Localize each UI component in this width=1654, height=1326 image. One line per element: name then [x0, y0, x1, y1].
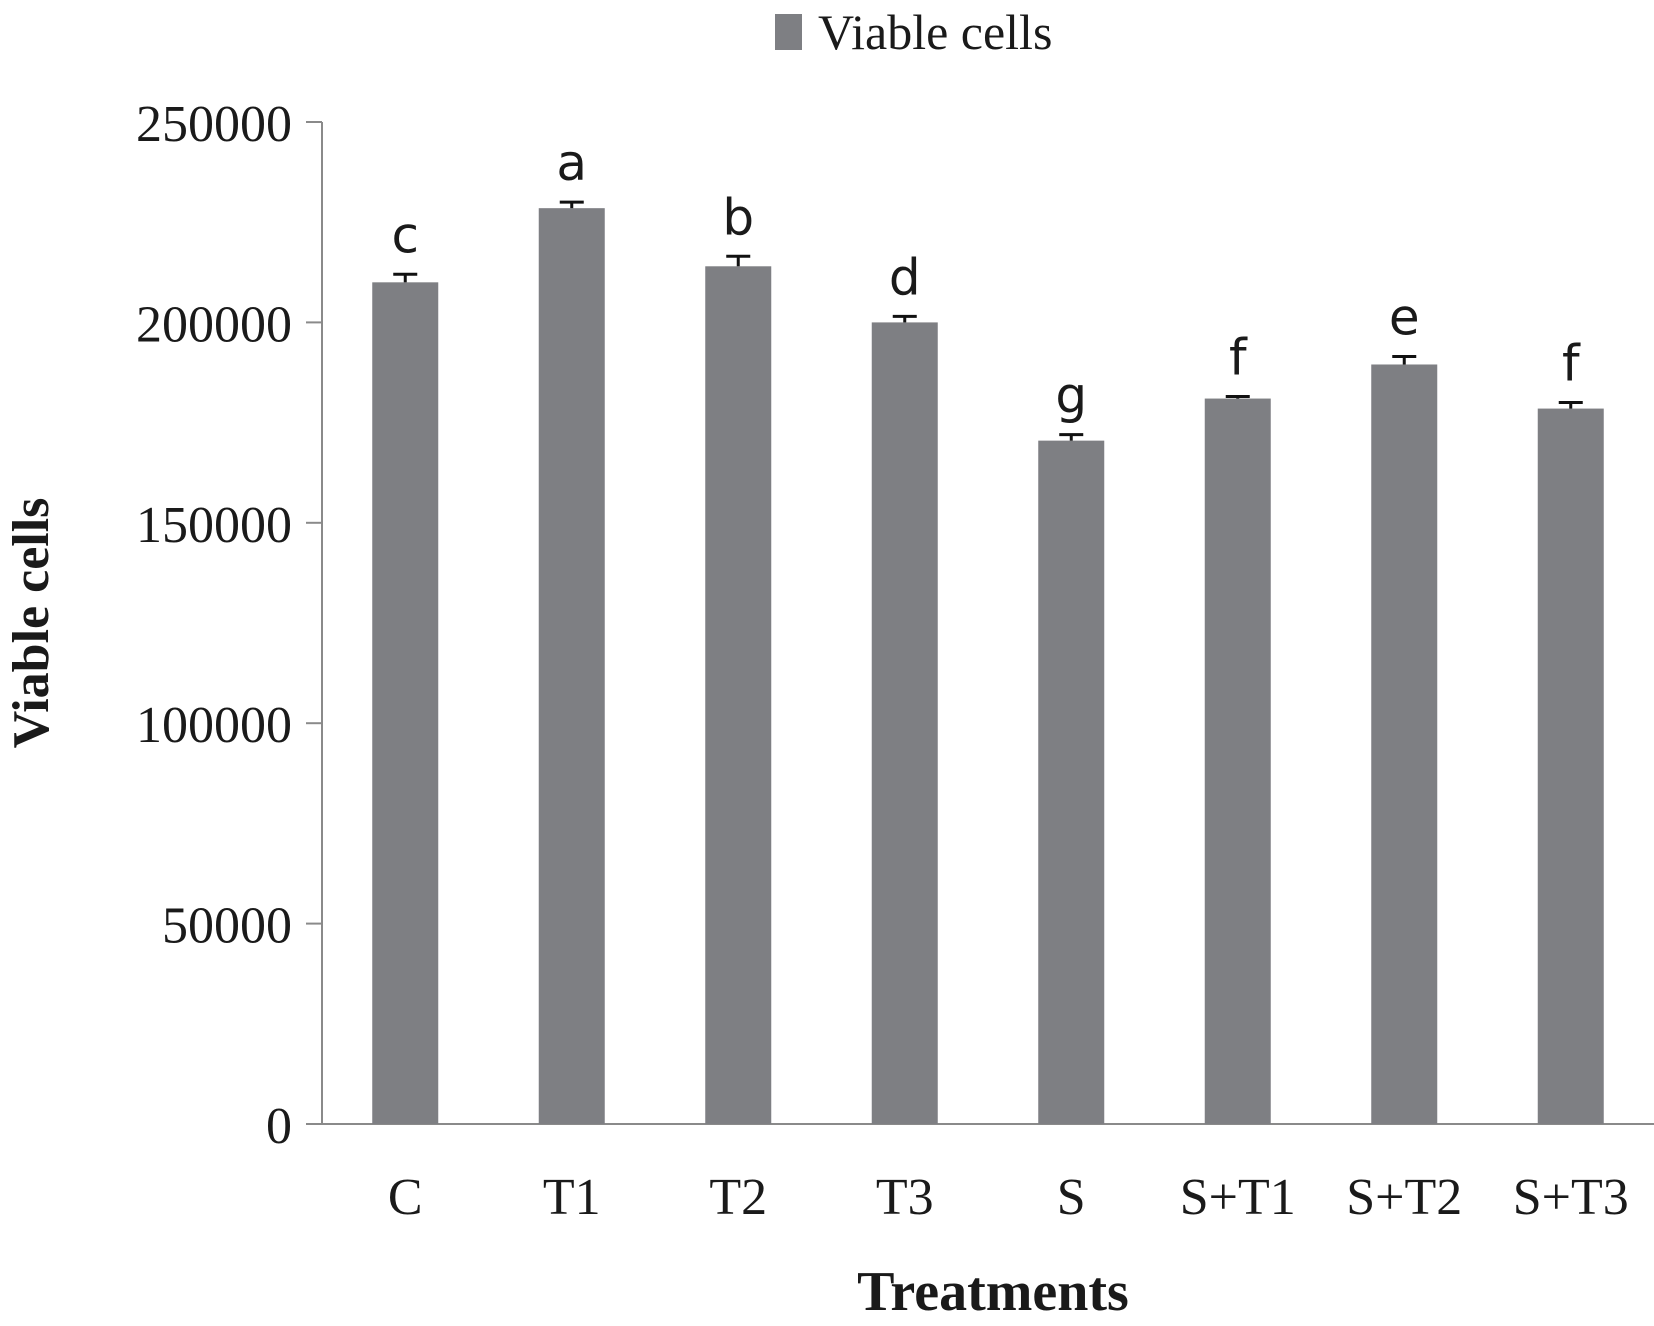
x-tick-label: C: [388, 1169, 423, 1226]
error-bar: [1558, 401, 1583, 409]
x-tick-label: T1: [543, 1169, 601, 1226]
bar-t2: [705, 266, 772, 1125]
x-ticks: C T1 T2 T3 S S+T1 S+T2 S+T3: [388, 1169, 1629, 1226]
x-axis-title: Treatments: [857, 1261, 1129, 1323]
bar-s-plus-t2: [1371, 364, 1438, 1124]
error-bar: [726, 254, 751, 267]
x-tick-label: S+T3: [1513, 1169, 1629, 1226]
bar-s-plus-t3: [1537, 408, 1604, 1124]
bar-t3: [871, 322, 938, 1124]
significance-letter: f: [1562, 335, 1581, 393]
error-bar: [1059, 433, 1084, 441]
x-tick-label: T2: [709, 1169, 767, 1226]
significance-letter: e: [1389, 288, 1420, 346]
error-bar: [393, 272, 418, 283]
significance-letter: c: [392, 206, 420, 264]
significance-letter: f: [1229, 329, 1248, 387]
error-bar: [892, 314, 917, 323]
error-bar: [1225, 395, 1250, 399]
legend: Viable cells: [775, 4, 1052, 60]
bar-c: [372, 282, 439, 1124]
y-tick-label: 100000: [136, 697, 292, 754]
bar-s-plus-t1: [1204, 398, 1271, 1124]
significance-letter: b: [722, 188, 754, 246]
x-tick-label: T3: [876, 1169, 934, 1226]
y-axis-title: Viable cells: [3, 498, 60, 749]
bars: c a b d g f e f: [372, 134, 1604, 1125]
y-tick-label: 0: [266, 1098, 292, 1155]
significance-letter: d: [889, 248, 921, 306]
error-bar: [1392, 354, 1417, 365]
y-ticks: 0 50000 100000 150000 200000 250000: [136, 96, 322, 1155]
bar-s: [1038, 440, 1105, 1124]
significance-letter: g: [1055, 367, 1087, 425]
significance-letter: a: [556, 134, 587, 192]
x-tick-label: S+T1: [1180, 1169, 1296, 1226]
legend-label: Viable cells: [818, 4, 1052, 60]
error-bar: [559, 200, 584, 209]
y-tick-label: 150000: [136, 497, 292, 554]
y-tick-label: 250000: [136, 96, 292, 153]
x-tick-label: S: [1057, 1169, 1086, 1226]
x-tick-label: S+T2: [1346, 1169, 1462, 1226]
bar-t1: [538, 208, 605, 1124]
y-tick-label: 50000: [162, 898, 292, 955]
y-tick-label: 200000: [136, 296, 292, 353]
legend-swatch: [775, 14, 802, 50]
